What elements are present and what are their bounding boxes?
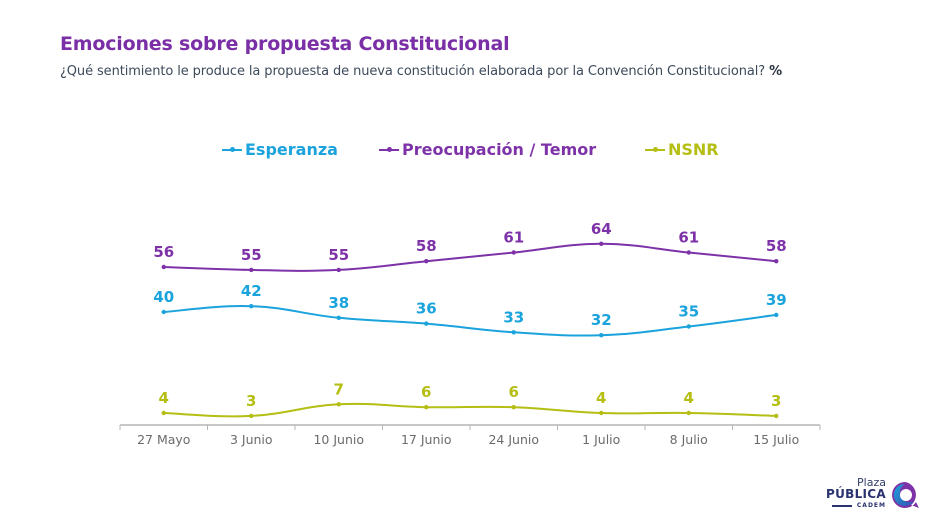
data-label-nsnr: 6: [509, 383, 519, 401]
subtitle-unit: %: [769, 64, 783, 79]
data-point-esperanza[interactable]: [336, 315, 341, 320]
legend-line-marker-icon: [222, 147, 242, 152]
data-label-esperanza: 40: [153, 288, 174, 306]
data-point-esperanza[interactable]: [511, 330, 516, 335]
data-label-nsnr: 4: [684, 389, 694, 407]
data-point-preocupacion[interactable]: [424, 259, 429, 264]
data-point-esperanza[interactable]: [686, 324, 691, 329]
data-label-esperanza: 32: [591, 311, 612, 329]
logo-text-plaza: Plaza: [857, 476, 886, 489]
x-tick-label: 24 Junio: [488, 432, 539, 447]
data-point-esperanza[interactable]: [161, 309, 166, 315]
data-label-esperanza: 36: [416, 300, 437, 318]
data-label-preocupacion: 61: [503, 229, 524, 247]
data-label-esperanza: 38: [328, 294, 349, 312]
data-point-esperanza[interactable]: [599, 333, 604, 338]
data-label-preocupacion: 55: [328, 246, 349, 264]
data-point-nsnr[interactable]: [249, 413, 254, 419]
x-tick-label: 15 Julio: [753, 432, 799, 447]
data-point-nsnr[interactable]: [336, 402, 341, 407]
data-point-nsnr[interactable]: [161, 410, 166, 416]
legend-line-marker-icon: [645, 147, 665, 152]
data-point-preocupacion[interactable]: [249, 267, 254, 273]
data-label-preocupacion: 56: [153, 243, 174, 261]
logo-underline: [832, 505, 852, 507]
data-point-esperanza[interactable]: [249, 304, 254, 309]
chart-subtitle: ¿Qué sentimiento le produce la propuesta…: [60, 64, 782, 79]
data-label-esperanza: 35: [678, 303, 699, 321]
series-line-esperanza: [163, 305, 777, 337]
legend: Esperanza Preocupación / Temor NSNR: [0, 140, 940, 162]
data-point-esperanza[interactable]: [774, 312, 779, 318]
data-label-preocupacion: 61: [678, 229, 699, 247]
data-label-nsnr: 7: [334, 380, 344, 398]
legend-item-esperanza[interactable]: Esperanza: [222, 140, 338, 159]
chart-title: Emociones sobre propuesta Constitucional: [60, 33, 510, 55]
data-point-preocupacion[interactable]: [686, 250, 691, 255]
data-label-preocupacion: 58: [416, 237, 437, 255]
data-point-nsnr[interactable]: [599, 410, 604, 416]
data-point-preocupacion[interactable]: [774, 259, 779, 264]
data-label-preocupacion: 55: [241, 246, 262, 264]
data-label-nsnr: 4: [596, 389, 606, 407]
series-line-preocupacion: [163, 242, 777, 272]
data-label-nsnr: 3: [771, 392, 781, 410]
data-label-esperanza: 33: [503, 308, 524, 326]
data-point-nsnr[interactable]: [511, 405, 516, 410]
legend-item-preocupacion[interactable]: Preocupación / Temor: [379, 140, 596, 159]
legend-label: NSNR: [668, 140, 719, 159]
logo-text-cadem: CADEM: [856, 502, 886, 509]
data-label-preocupacion: 58: [766, 237, 787, 255]
data-label-nsnr: 3: [246, 392, 256, 410]
data-label-preocupacion: 64: [591, 220, 612, 238]
x-tick-label: 17 Junio: [401, 432, 452, 447]
data-label-nsnr: 6: [421, 383, 431, 401]
speech-bubble-logo-icon: [892, 482, 919, 508]
data-point-nsnr[interactable]: [774, 413, 779, 419]
legend-label: Preocupación / Temor: [402, 140, 597, 159]
x-tick-label: 27 Mayo: [137, 432, 190, 447]
x-tick-label: 3 Junio: [230, 432, 273, 447]
legend-item-nsnr[interactable]: NSNR: [645, 140, 719, 159]
data-point-preocupacion[interactable]: [336, 267, 341, 273]
x-tick-label: 8 Julio: [670, 432, 708, 447]
legend-label: Esperanza: [245, 140, 338, 159]
data-point-nsnr[interactable]: [686, 410, 691, 416]
plaza-publica-cadem-logo: Plaza PÚBLICA CADEM: [826, 474, 926, 518]
x-tick-label: 1 Julio: [582, 432, 620, 447]
data-point-esperanza[interactable]: [424, 321, 429, 326]
legend-line-marker-icon: [379, 147, 399, 152]
series-line-nsnr: [163, 402, 777, 418]
data-label-nsnr: 4: [159, 389, 169, 407]
data-point-preocupacion[interactable]: [511, 250, 516, 255]
data-point-nsnr[interactable]: [424, 405, 429, 410]
data-point-preocupacion[interactable]: [599, 241, 604, 246]
data-label-esperanza: 42: [241, 282, 262, 300]
logo-text-publica: PÚBLICA: [826, 487, 886, 501]
data-label-esperanza: 39: [766, 291, 787, 309]
data-point-preocupacion[interactable]: [161, 264, 166, 270]
subtitle-question: ¿Qué sentimiento le produce la propuesta…: [60, 64, 766, 79]
x-tick-label: 10 Junio: [313, 432, 364, 447]
